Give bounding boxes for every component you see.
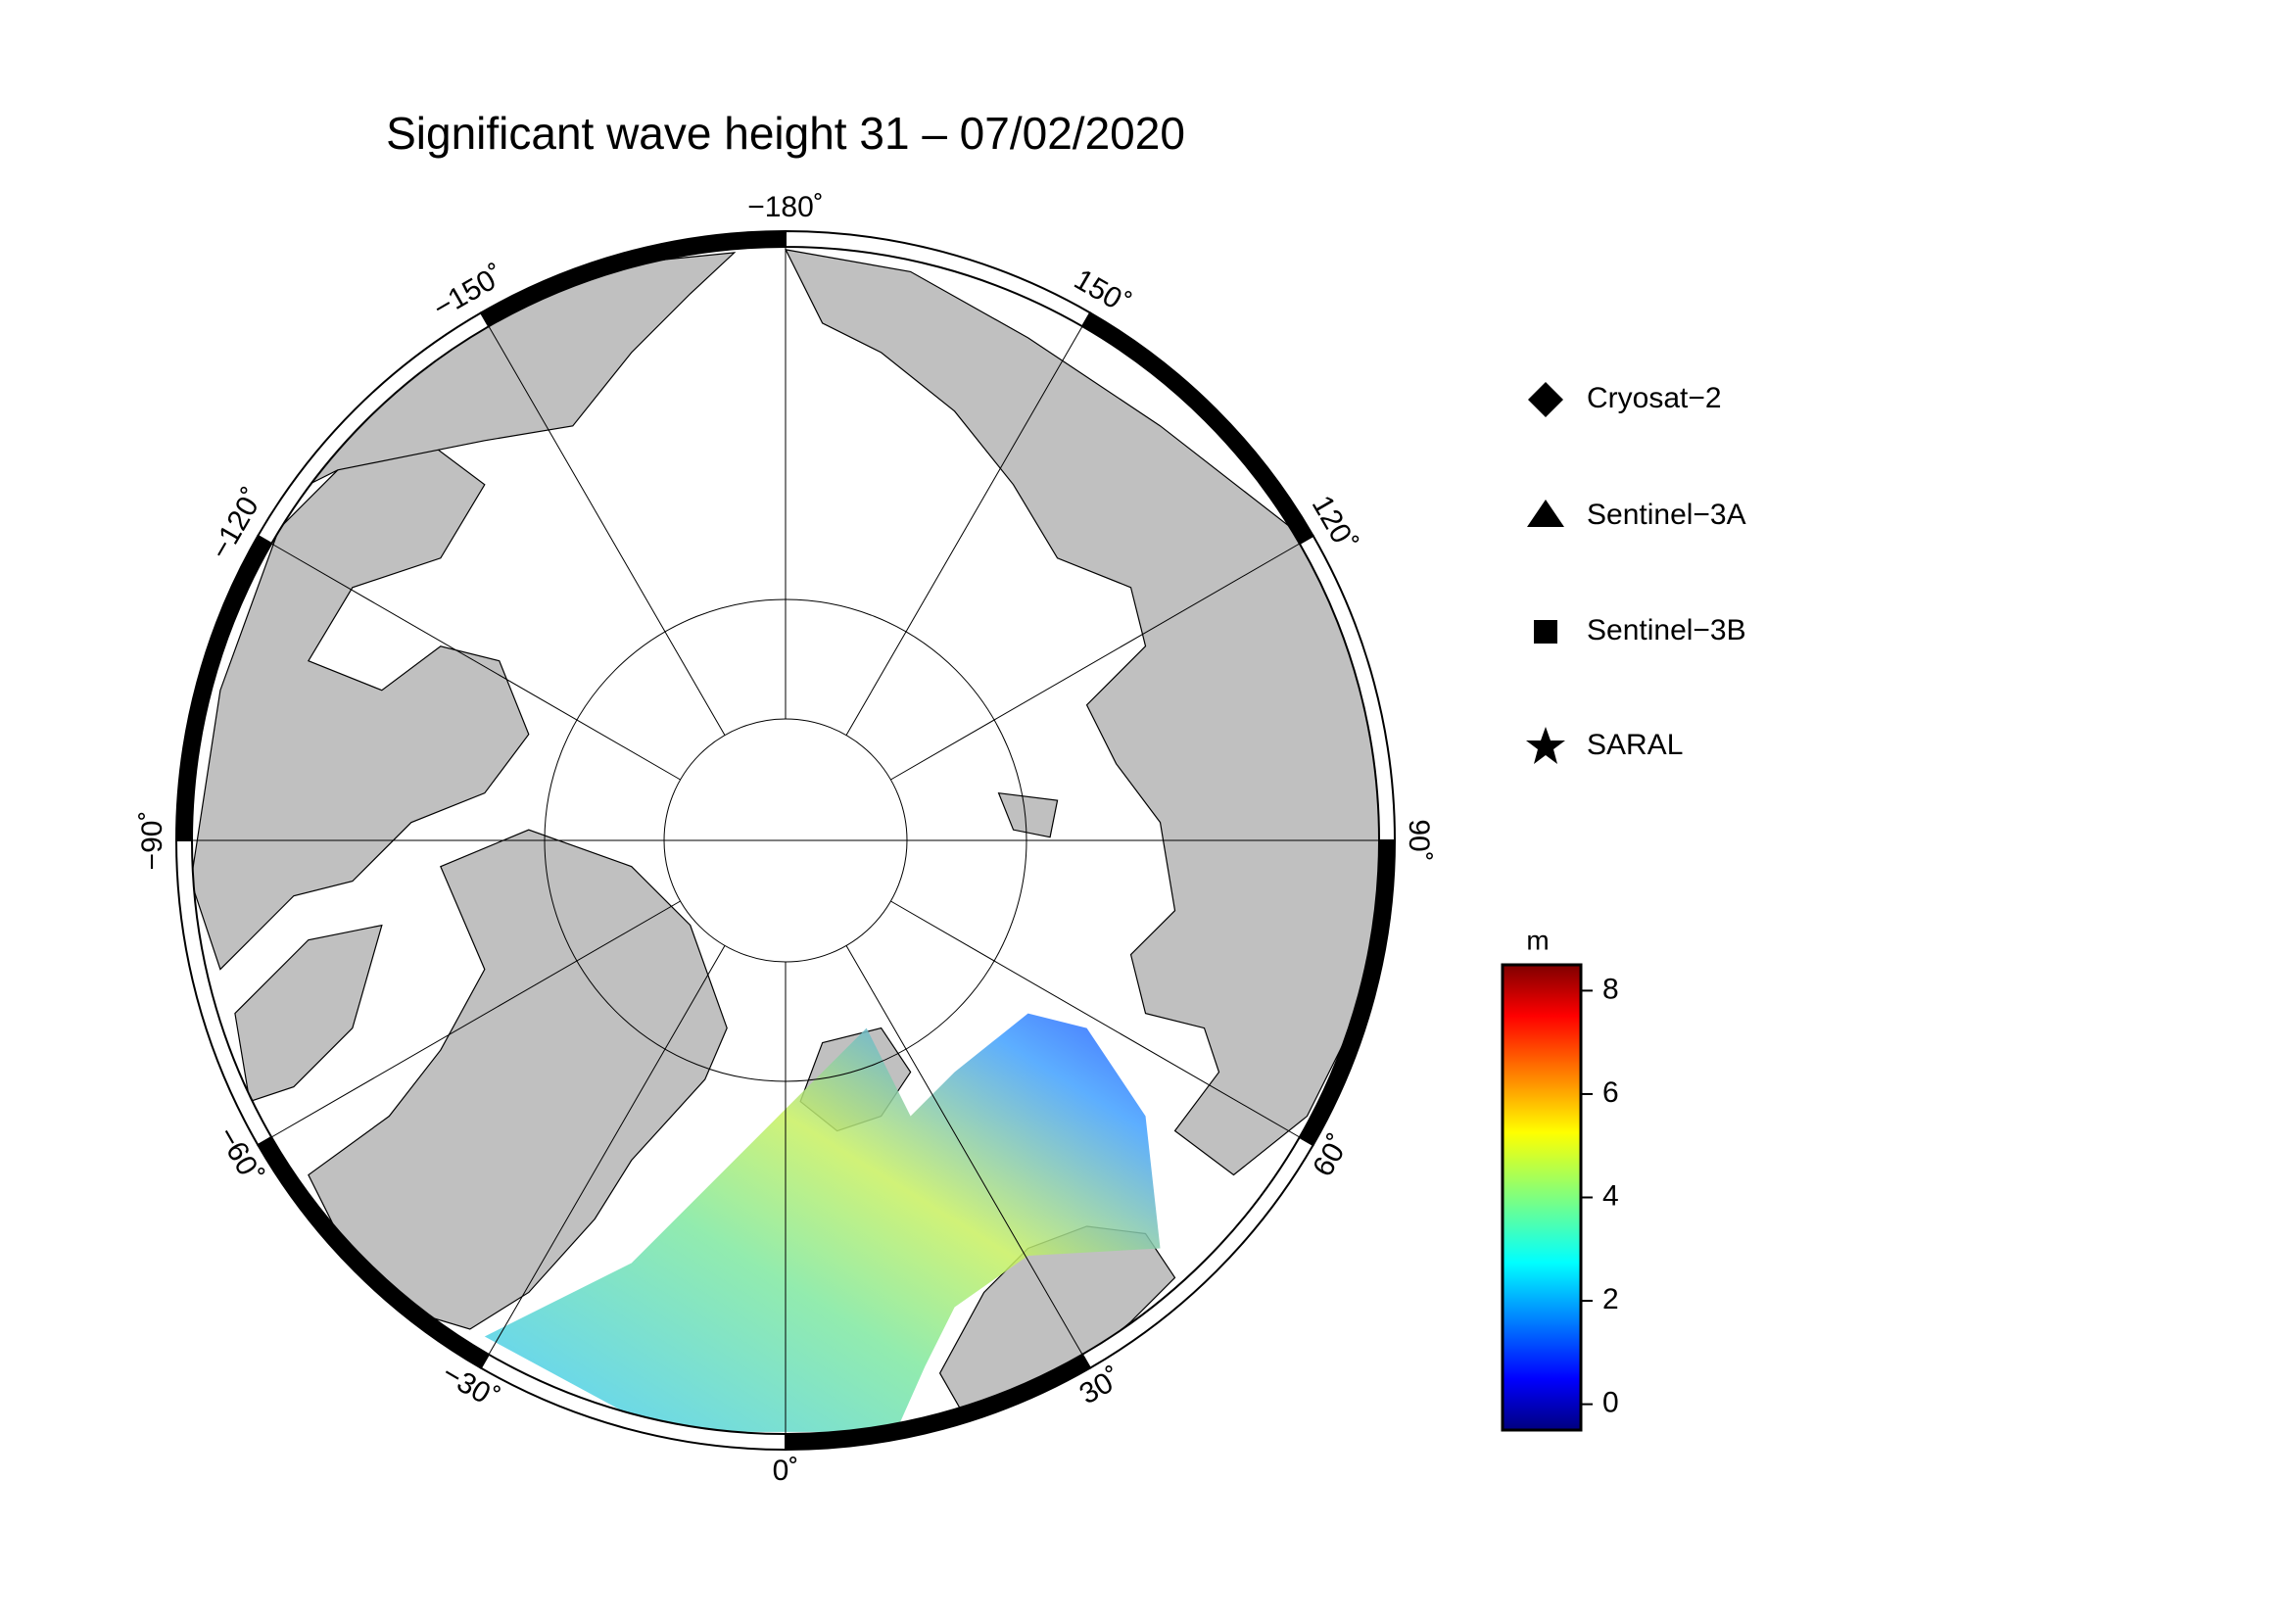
greenland	[308, 829, 728, 1330]
legend-star	[1526, 727, 1565, 764]
land	[192, 249, 1379, 1426]
meridian	[845, 325, 1083, 736]
frame-segment	[479, 1353, 787, 1452]
colorbar-tick-label: 6	[1602, 1076, 1619, 1109]
legend-label: Sentinel−3A	[1587, 499, 1746, 531]
meridian	[270, 900, 681, 1138]
data-swath	[484, 1013, 1161, 1432]
meridian	[488, 945, 726, 1356]
legend-label: SARAL	[1587, 729, 1683, 761]
longitude-label: −180˚	[747, 191, 824, 223]
legend-label: Cryosat−2	[1587, 382, 1722, 414]
legend-triangle	[1527, 500, 1564, 527]
meridian	[270, 543, 681, 781]
graticule	[192, 247, 1379, 1434]
longitude-label: 0˚	[773, 1455, 799, 1487]
legend: Cryosat−2 Sentinel−3A Sentinel−3B SARAL	[1526, 382, 1746, 764]
title: Significant wave height 31 – 07/02/2020	[386, 108, 1185, 159]
legend-diamond	[1528, 382, 1563, 417]
meridian	[488, 325, 726, 736]
colorbar-tick-label: 2	[1602, 1283, 1619, 1315]
legend-label: Sentinel−3B	[1587, 614, 1746, 646]
colorbar-tick-label: 0	[1602, 1387, 1619, 1419]
meridian	[845, 945, 1083, 1356]
longitude-label: 90˚	[1403, 819, 1435, 861]
meridian	[890, 900, 1301, 1138]
map-area	[192, 247, 1379, 1434]
longitude-label: −90˚	[136, 811, 168, 871]
colorbar-tick-label: 4	[1602, 1179, 1619, 1212]
map-frame	[174, 229, 1397, 1452]
legend-square	[1534, 620, 1557, 644]
colorbar: m 0 2 4 6 8	[1501, 925, 1619, 1432]
colorbar-unit: m	[1526, 925, 1549, 955]
colorbar-tick-label: 8	[1602, 973, 1619, 1005]
colorbar-scale	[1501, 963, 1583, 1432]
meridian	[890, 543, 1301, 781]
islands	[997, 791, 1059, 838]
